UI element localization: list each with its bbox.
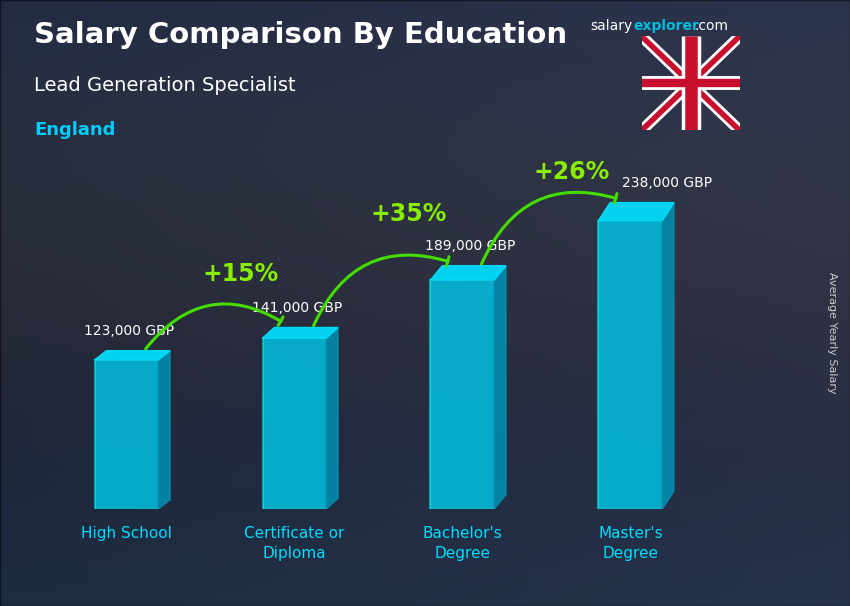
Text: 141,000 GBP: 141,000 GBP xyxy=(252,301,343,315)
Text: Lead Generation Specialist: Lead Generation Specialist xyxy=(34,76,296,95)
Polygon shape xyxy=(158,351,170,509)
Polygon shape xyxy=(430,265,506,280)
Text: Salary Comparison By Education: Salary Comparison By Education xyxy=(34,21,567,49)
Text: 123,000 GBP: 123,000 GBP xyxy=(84,324,174,338)
Polygon shape xyxy=(94,351,170,360)
Text: +35%: +35% xyxy=(371,202,447,226)
Text: +15%: +15% xyxy=(202,262,279,285)
Text: explorer: explorer xyxy=(633,19,699,33)
Text: England: England xyxy=(34,121,116,139)
Bar xyxy=(430,280,495,509)
Text: +26%: +26% xyxy=(534,159,609,184)
Text: 189,000 GBP: 189,000 GBP xyxy=(426,239,516,253)
Text: .com: .com xyxy=(694,19,728,33)
Text: salary: salary xyxy=(591,19,633,33)
Polygon shape xyxy=(662,202,674,509)
Text: Average Yearly Salary: Average Yearly Salary xyxy=(827,273,837,394)
Bar xyxy=(598,221,662,509)
Polygon shape xyxy=(326,327,338,509)
Text: 238,000 GBP: 238,000 GBP xyxy=(622,176,712,190)
Bar xyxy=(263,338,326,509)
Bar xyxy=(94,360,158,509)
Polygon shape xyxy=(263,327,338,338)
Polygon shape xyxy=(598,202,674,221)
Polygon shape xyxy=(495,265,506,509)
